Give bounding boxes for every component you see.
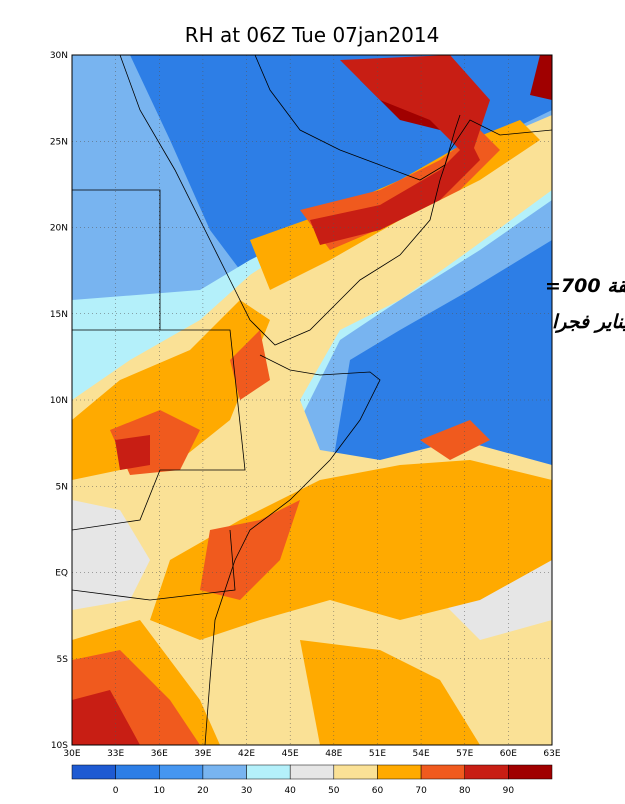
lon-label: 45E — [282, 749, 299, 759]
humidity-region — [115, 435, 150, 470]
colorbar-swatch — [420, 764, 465, 780]
lon-label: 42E — [238, 749, 255, 759]
colorbar-label: 20 — [197, 786, 209, 796]
lon-label: 57E — [456, 749, 473, 759]
colorbar-swatch — [333, 764, 378, 780]
colorbar-swatch — [71, 764, 116, 780]
lat-label: 10S — [51, 741, 68, 751]
colorbar-label: 10 — [154, 786, 166, 796]
coastlines — [72, 55, 552, 745]
humidity-region — [440, 560, 552, 640]
humidity-region — [310, 140, 480, 245]
colorbar-label: 40 — [284, 786, 296, 796]
lat-label: 10N — [50, 396, 68, 406]
humidity-field — [72, 55, 552, 745]
annotation-line: الرطوبة على طبقة 700= — [545, 275, 625, 297]
humidity-region — [72, 690, 140, 745]
lat-label: 15N — [50, 310, 68, 320]
colorbar-swatch — [508, 764, 553, 780]
annotation-line: م بتاريخ 7يناير فجرا — [552, 311, 625, 333]
lon-label: 48E — [325, 749, 342, 759]
colorbar-swatch — [202, 764, 247, 780]
lon-label: 63E — [543, 749, 560, 759]
humidity-region — [530, 55, 552, 100]
coastline — [254, 55, 461, 181]
colorbar-label: 90 — [503, 786, 515, 796]
colorbar-swatch — [115, 764, 160, 780]
colorbar-swatch — [464, 764, 509, 780]
colorbar-swatch — [246, 764, 291, 780]
humidity-region — [230, 330, 270, 400]
humidity-region — [420, 420, 490, 460]
lon-label: 51E — [369, 749, 386, 759]
coastline — [119, 55, 552, 346]
humidity-region — [340, 55, 490, 160]
lon-label: 30E — [63, 749, 80, 759]
colorbar-label: 50 — [328, 786, 340, 796]
humidity-region — [300, 640, 480, 745]
colorbar-label: 80 — [459, 786, 471, 796]
map-title: RH at 06Z Tue 07jan2014 — [185, 23, 440, 47]
colorbar-label: 30 — [241, 786, 253, 796]
colorbar-swatch — [289, 764, 335, 780]
coastline — [204, 354, 381, 745]
border — [72, 189, 246, 601]
colorbar-swatch — [377, 764, 422, 780]
humidity-region — [150, 460, 552, 640]
lon-label: 54E — [413, 749, 430, 759]
colorbar-label: 0 — [113, 786, 119, 796]
lat-label: 20N — [50, 224, 68, 234]
lat-label: 25N — [50, 137, 68, 147]
lat-label: 5S — [57, 655, 69, 665]
colorbar-label: 70 — [415, 786, 427, 796]
lat-label: 30N — [50, 51, 68, 61]
lat-label: 5N — [56, 482, 68, 492]
lon-label: 60E — [500, 749, 517, 759]
lon-label: 39E — [194, 749, 211, 759]
humidity-region — [200, 500, 300, 600]
colorbar-swatch — [159, 764, 204, 780]
map-frame — [71, 54, 553, 746]
colorbar-label: 60 — [372, 786, 384, 796]
lon-label: 36E — [151, 749, 168, 759]
lon-label: 33E — [107, 749, 124, 759]
lat-label: EQ — [55, 569, 68, 579]
